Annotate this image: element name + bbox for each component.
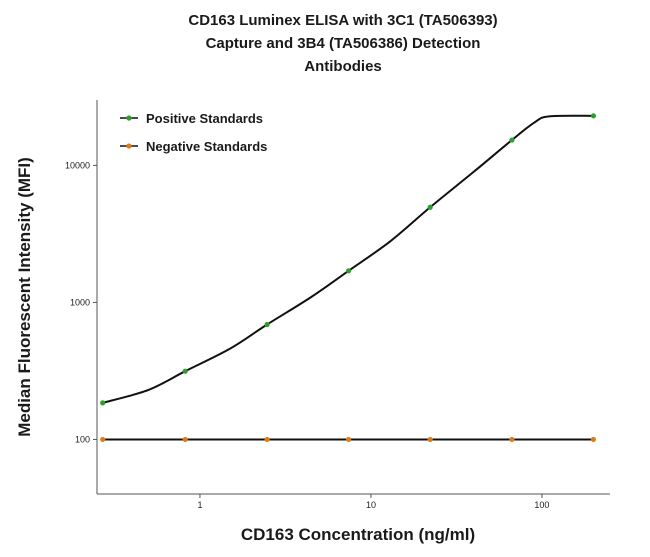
data-points xyxy=(100,113,597,443)
positive-standard-point xyxy=(100,400,106,406)
negative-standard-point xyxy=(264,436,270,443)
positive-standard-point xyxy=(590,113,597,119)
negative-standard-point xyxy=(182,436,188,443)
positive-standard-point xyxy=(509,137,515,143)
negative-standard-point xyxy=(100,436,106,443)
x-tick-label: 1 xyxy=(197,500,202,510)
negative-standard-point xyxy=(590,436,597,443)
positive-standard-point xyxy=(182,368,188,374)
legend-label-positive: Positive Standards xyxy=(146,111,263,126)
legend-item-positive-standards: Positive Standards xyxy=(120,111,263,126)
legend-item-negative-standards: Negative Standards xyxy=(120,139,267,154)
legend-marker-positive xyxy=(126,115,132,121)
y-tick-label: 100 xyxy=(75,434,90,444)
negative-standard-point xyxy=(427,436,433,443)
x-axis-label: CD163 Concentration (ng/ml) xyxy=(241,525,475,544)
negative-standard-point xyxy=(509,436,515,443)
chart-title-line-1: CD163 Luminex ELISA with 3C1 (TA506393) xyxy=(188,12,497,29)
chart-title-line-3: Antibodies xyxy=(304,58,382,75)
legend: Positive Standards Negative Standards xyxy=(120,111,267,154)
y-axis-ticks: 100 1000 10000 xyxy=(65,160,97,444)
positive-standard-point xyxy=(427,204,433,210)
plot-area: 100 1000 10000 1 10 100 xyxy=(65,100,610,510)
positive-standard-point xyxy=(345,268,352,274)
x-tick-label: 100 xyxy=(534,500,549,510)
chart-title-line-2: Capture and 3B4 (TA506386) Detection xyxy=(206,35,481,52)
y-tick-label: 1000 xyxy=(70,297,90,307)
fit-curves xyxy=(102,114,594,441)
legend-label-negative: Negative Standards xyxy=(146,139,267,154)
legend-marker-negative xyxy=(126,143,132,149)
positive-standard-point xyxy=(264,321,270,328)
chart-title: CD163 Luminex ELISA with 3C1 (TA506393) … xyxy=(188,12,497,75)
x-tick-label: 10 xyxy=(366,500,376,510)
negative-standard-point xyxy=(345,436,352,443)
y-tick-label: 10000 xyxy=(65,160,90,170)
y-axis-label: Median Fluorescent Intensity (MFI) xyxy=(15,157,34,437)
fit-curve-positive xyxy=(102,114,594,404)
x-axis-ticks: 1 10 100 xyxy=(197,494,549,510)
